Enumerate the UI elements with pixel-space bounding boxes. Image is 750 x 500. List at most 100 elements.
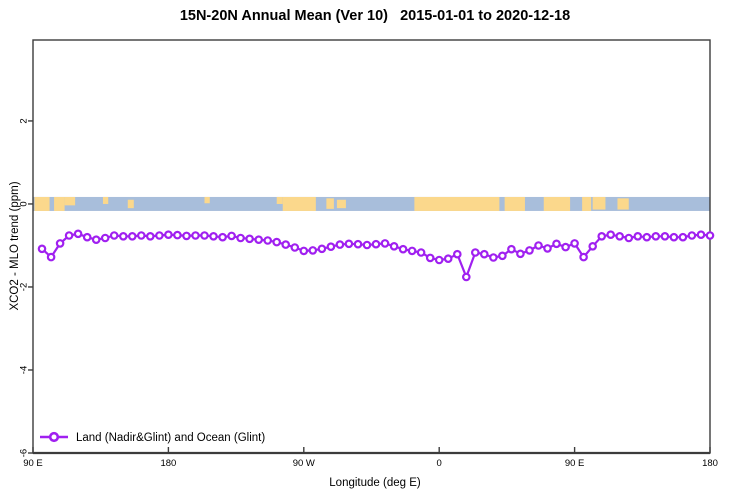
data-point [534, 241, 543, 250]
data-point [335, 240, 345, 249]
y-tick-label: -4 [19, 366, 30, 374]
x-tick-label: 90 E [23, 458, 43, 469]
data-point [308, 246, 318, 255]
data-point [678, 232, 688, 242]
data-point [498, 251, 507, 261]
data-point [91, 235, 101, 245]
land-segment [617, 198, 629, 210]
data-point [705, 231, 715, 240]
data-point [155, 231, 164, 240]
land-segment [504, 196, 525, 211]
data-point [209, 232, 218, 241]
land-segment [414, 196, 500, 211]
data-point [425, 253, 435, 263]
data-point [398, 244, 408, 254]
data-point [37, 244, 47, 254]
data-point [299, 246, 309, 256]
data-point [669, 232, 679, 242]
land-segment [592, 196, 606, 210]
data-point [371, 239, 381, 249]
y-tick-label: -2 [19, 283, 30, 291]
y-axis-title: XCO2 - MLO trend (ppm) [9, 181, 21, 311]
x-tick-label: 0 [437, 458, 442, 469]
land-segment [582, 196, 592, 211]
chart-title: 15N-20N Annual Mean (Ver 10) 2015-01-01 … [179, 8, 571, 24]
map-band [33, 196, 710, 211]
data-point [218, 232, 227, 242]
land-segment [127, 199, 134, 209]
data-point [326, 242, 336, 252]
data-point [245, 234, 254, 244]
data-point [489, 253, 498, 262]
data-point [633, 232, 643, 241]
land-segment [282, 196, 316, 211]
data-series [37, 229, 715, 282]
data-point [46, 252, 56, 262]
land-segment [336, 199, 346, 209]
data-point [82, 232, 92, 242]
y-tick-label: 2 [19, 118, 30, 123]
data-point [561, 242, 570, 252]
data-point [660, 232, 670, 241]
legend-label: Land (Nadir&Glint) and Ocean (Glint) [76, 432, 265, 444]
legend-marker [48, 431, 60, 443]
data-point [434, 255, 444, 265]
data-point [344, 239, 354, 249]
ocean-strip [33, 196, 710, 211]
data-point [525, 246, 534, 255]
data-point [254, 235, 264, 245]
data-point [317, 244, 327, 254]
data-point [696, 230, 706, 240]
data-point [615, 232, 625, 241]
data-point [624, 233, 634, 243]
plot-box [32, 39, 711, 455]
x-tick-label: 180 [160, 458, 176, 469]
data-point [146, 232, 155, 241]
data-point [272, 237, 282, 247]
y-tick-label: -6 [19, 449, 30, 457]
y-axis: 2 0 -2 -4 -6 [19, 118, 33, 457]
land-segment [64, 196, 76, 206]
data-point [164, 230, 173, 240]
data-point [389, 242, 399, 251]
x-tick-label: 90 E [565, 458, 585, 469]
data-point [281, 240, 291, 249]
land-segment [204, 196, 210, 204]
data-point [597, 232, 607, 241]
land-segment [34, 196, 50, 211]
data-point [380, 239, 390, 248]
data-point [263, 236, 273, 245]
data-point [191, 231, 200, 240]
data-point [416, 248, 426, 257]
data-point [64, 231, 74, 240]
data-point [588, 242, 598, 251]
data-point [227, 231, 236, 241]
data-point [552, 239, 561, 249]
data-point [55, 239, 65, 248]
land-segment [326, 198, 334, 209]
data-point [100, 233, 110, 243]
x-axis: 90 E 180 90 W 0 90 E 180 [23, 447, 718, 469]
data-point [642, 232, 652, 242]
x-tick-label: 180 [702, 458, 718, 469]
data-point [570, 239, 579, 248]
data-point [443, 254, 453, 264]
data-point [687, 231, 697, 240]
data-point [479, 249, 489, 259]
land-segment [102, 196, 109, 204]
data-point [128, 232, 137, 241]
data-point [516, 249, 525, 259]
data-point [579, 252, 588, 262]
data-point [362, 240, 372, 250]
data-point [119, 232, 128, 241]
x-tick-label: 90 W [293, 458, 315, 469]
land-segment [543, 196, 571, 211]
data-point [507, 244, 516, 254]
y-tick-label: 0 [19, 201, 30, 206]
land-segment [54, 196, 65, 211]
data-point [182, 231, 191, 241]
x-axis-title: Longitude (deg E) [329, 477, 421, 489]
legend: Land (Nadir&Glint) and Ocean (Glint) [40, 431, 265, 444]
